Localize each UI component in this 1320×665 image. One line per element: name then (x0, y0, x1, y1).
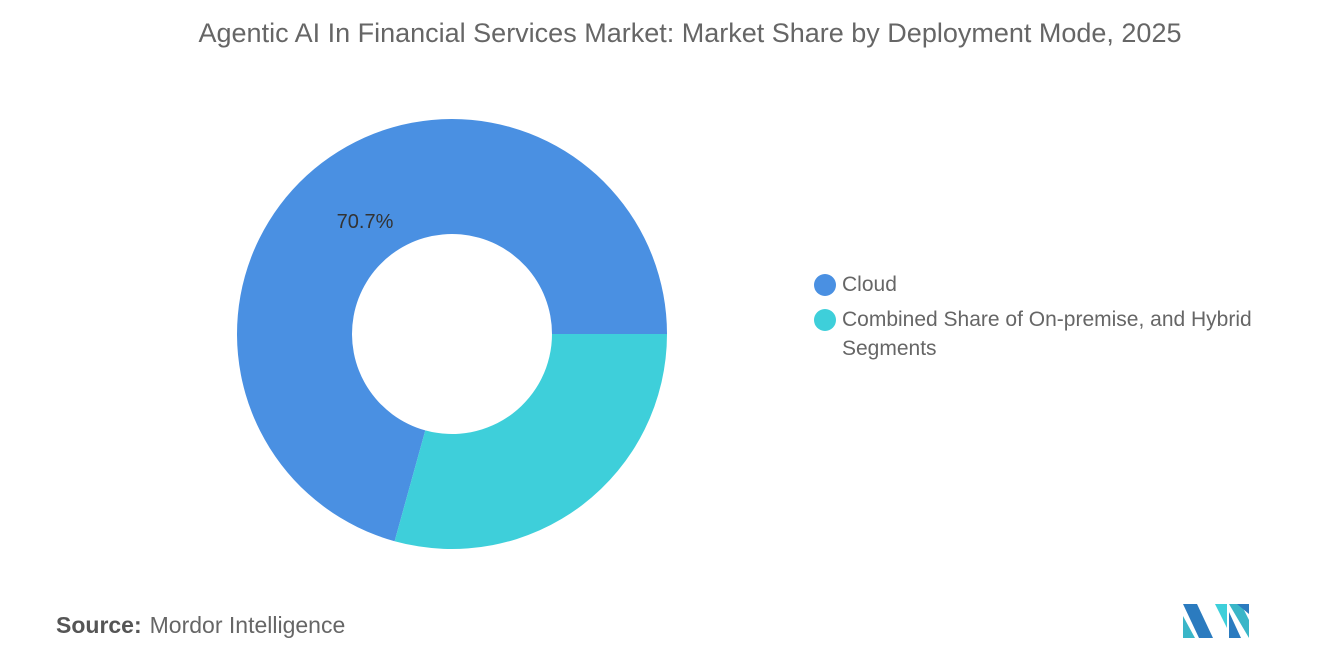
legend-item-other[interactable]: Combined Share of On-premise, and Hybrid… (814, 305, 1304, 363)
legend-label: Cloud (842, 273, 897, 296)
legend-item-cloud[interactable]: Cloud (814, 270, 1304, 299)
chart-title: Agentic AI In Financial Services Market:… (198, 18, 1182, 48)
source: Source: Mordor Intelligence (56, 612, 345, 639)
legend-swatch (814, 309, 836, 331)
slice-cloud[interactable] (236, 118, 668, 542)
legend-swatch (814, 274, 836, 296)
slice-other[interactable] (394, 334, 667, 549)
data-label: 70.7% (337, 211, 394, 233)
source-value: Mordor Intelligence (149, 612, 346, 638)
legend: Cloud Combined Share of On-premise, and … (814, 270, 1304, 369)
source-label: Source: (56, 612, 142, 638)
legend-label: Combined Share of On-premise, and Hybrid… (842, 308, 1252, 360)
mordor-logo (1183, 604, 1249, 638)
